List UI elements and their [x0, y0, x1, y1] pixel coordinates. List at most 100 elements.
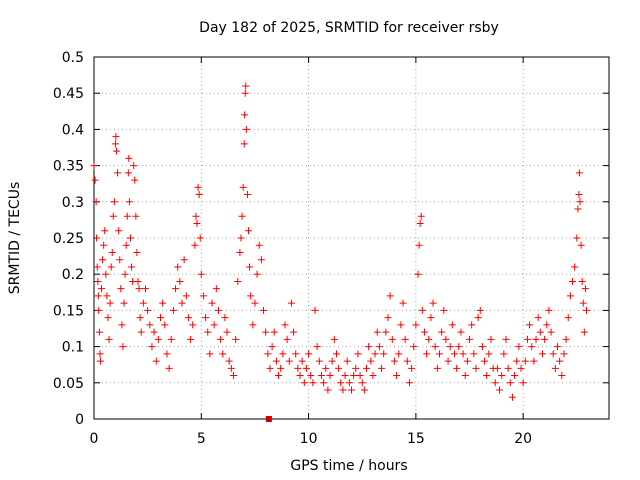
- data-point: [95, 328, 103, 336]
- data-point: [330, 335, 338, 343]
- y-tick-label: 0.2: [62, 267, 84, 283]
- data-point: [227, 364, 235, 372]
- data-point: [311, 306, 319, 314]
- data-point: [130, 162, 138, 170]
- data-point: [369, 372, 377, 380]
- data-point: [305, 350, 313, 358]
- data-point: [268, 343, 276, 351]
- data-point: [574, 205, 582, 213]
- data-point: [476, 306, 484, 314]
- data-point: [453, 364, 461, 372]
- data-point: [442, 335, 450, 343]
- data-point: [580, 328, 588, 336]
- data-point: [100, 241, 108, 249]
- data-point: [472, 364, 480, 372]
- data-point: [493, 364, 501, 372]
- data-point: [134, 277, 142, 285]
- data-point: [133, 248, 141, 256]
- data-point: [104, 314, 112, 322]
- data-point: [300, 379, 308, 387]
- data-point: [468, 321, 476, 329]
- data-point: [154, 335, 162, 343]
- data-point: [96, 357, 104, 365]
- data-point: [195, 191, 203, 199]
- data-point: [367, 357, 375, 365]
- data-point: [575, 191, 583, 199]
- data-point: [485, 350, 493, 358]
- data-point: [124, 169, 132, 177]
- y-tick-label: 0: [75, 412, 84, 428]
- data-point: [350, 372, 358, 380]
- data-point: [208, 299, 216, 307]
- grid-layer: [94, 57, 609, 419]
- data-point: [401, 335, 409, 343]
- data-point: [405, 379, 413, 387]
- data-point: [508, 393, 516, 401]
- data-point: [532, 335, 540, 343]
- data-point: [272, 357, 280, 365]
- data-point: [285, 357, 293, 365]
- data-point: [341, 372, 349, 380]
- data-point: [120, 299, 128, 307]
- data-point: [541, 335, 549, 343]
- data-point: [242, 125, 250, 133]
- data-point: [328, 357, 336, 365]
- data-point: [551, 364, 559, 372]
- data-point: [577, 241, 585, 249]
- data-point: [474, 314, 482, 322]
- data-point: [438, 328, 446, 336]
- data-point: [429, 299, 437, 307]
- data-point: [110, 198, 118, 206]
- data-point: [384, 314, 392, 322]
- data-point: [504, 364, 512, 372]
- data-point: [210, 321, 218, 329]
- data-point: [167, 335, 175, 343]
- y-tick-label: 0.1: [62, 340, 84, 356]
- data-point: [354, 350, 362, 358]
- data-point: [257, 256, 265, 264]
- data-point: [131, 176, 139, 184]
- data-point: [399, 299, 407, 307]
- data-point: [543, 321, 551, 329]
- data-point: [139, 299, 147, 307]
- data-point: [320, 379, 328, 387]
- data-point: [106, 299, 114, 307]
- data-point: [239, 183, 247, 191]
- data-point: [365, 343, 373, 351]
- data-point: [137, 328, 145, 336]
- data-point: [521, 357, 529, 365]
- data-point: [395, 350, 403, 358]
- data-point: [397, 321, 405, 329]
- data-point: [152, 357, 160, 365]
- y-tick-label: 0.35: [53, 159, 84, 175]
- x-tick-label: 20: [514, 431, 532, 447]
- data-point: [302, 364, 310, 372]
- data-point: [435, 350, 443, 358]
- data-point: [373, 328, 381, 336]
- data-point: [461, 372, 469, 380]
- data-point: [178, 299, 186, 307]
- data-point: [547, 328, 555, 336]
- data-point: [500, 350, 508, 358]
- data-point: [420, 328, 428, 336]
- data-point: [255, 241, 263, 249]
- data-point: [382, 328, 390, 336]
- data-point: [560, 350, 568, 358]
- data-point: [348, 386, 355, 394]
- data-point: [176, 277, 184, 285]
- data-point: [564, 314, 572, 322]
- data-point: [324, 386, 332, 394]
- data-point: [575, 169, 583, 177]
- data-point: [356, 372, 364, 380]
- data-point: [148, 343, 156, 351]
- data-point: [290, 328, 298, 336]
- data-point: [358, 379, 366, 387]
- chart-title: Day 182 of 2025, SRMTID for receiver rsb…: [199, 20, 499, 36]
- y-tick-label: 0.15: [53, 303, 84, 319]
- data-point: [270, 328, 278, 336]
- data-point: [478, 343, 486, 351]
- data-point: [410, 343, 418, 351]
- data-point: [101, 227, 109, 235]
- data-point: [483, 372, 491, 380]
- data-point: [93, 234, 101, 242]
